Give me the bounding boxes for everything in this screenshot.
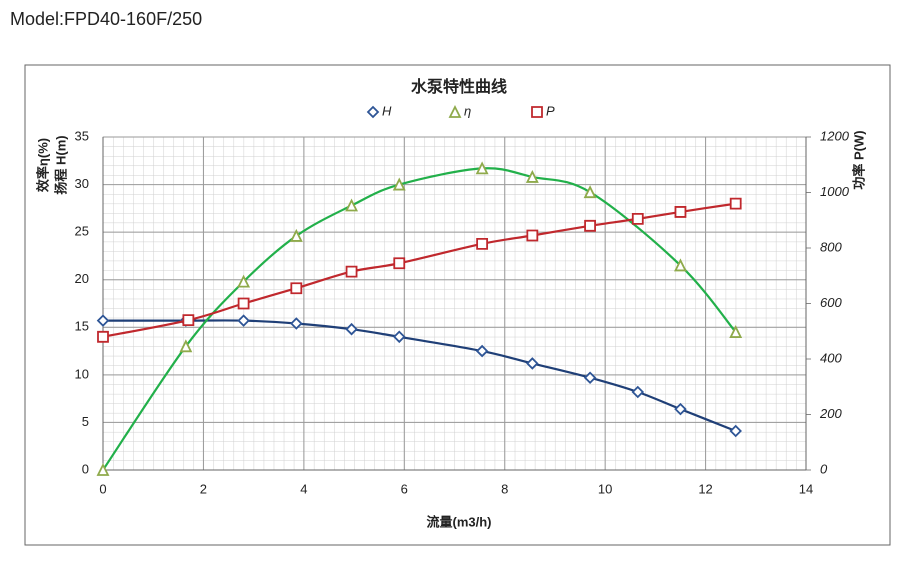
diamond-marker [674, 402, 687, 416]
diamond-marker [631, 385, 645, 399]
square-marker [729, 197, 742, 210]
y2-tick-label: 200 [819, 406, 842, 421]
x-tick-label: 10 [598, 481, 612, 496]
y2-tick-label: 400 [820, 350, 842, 365]
y-tick-label: 25 [75, 224, 89, 239]
diamond-marker [366, 105, 380, 119]
y-tick-label: 10 [75, 366, 89, 381]
square-marker [674, 206, 687, 218]
y-axis-label: 效率η(%) [35, 138, 50, 192]
square-marker [531, 106, 543, 118]
square-marker [631, 212, 644, 225]
y-tick-label: 35 [75, 128, 89, 143]
diamond-marker [526, 357, 539, 370]
diamond-marker [345, 322, 358, 336]
y-tick-label: 5 [82, 414, 89, 429]
x-tick-label: 4 [300, 481, 307, 496]
square-marker [584, 219, 596, 232]
y2-tick-label: 0 [820, 461, 828, 476]
diamond-marker [729, 424, 742, 438]
x-tick-label: 6 [401, 481, 408, 496]
y2-tick-label: 800 [820, 239, 842, 254]
triangle-marker [583, 185, 597, 199]
x-tick-label: 12 [698, 481, 712, 496]
minor-grid [102, 136, 807, 471]
triangle-marker [392, 177, 406, 191]
x-tick-label: 8 [501, 481, 508, 496]
legend-label: η [464, 103, 471, 118]
diamond-marker [237, 314, 250, 327]
x-tick-label: 0 [99, 481, 106, 496]
triangle-marker [674, 258, 687, 272]
y2-tick-label: 1200 [820, 128, 850, 143]
y-tick-label: 30 [75, 176, 89, 191]
square-marker [290, 282, 303, 295]
y-tick-label: 20 [75, 271, 89, 286]
legend-label: P [546, 103, 555, 118]
triangle-marker [475, 161, 489, 175]
triangle-marker [729, 325, 743, 338]
triangle-marker [448, 104, 462, 118]
diamond-marker [290, 317, 303, 330]
x-tick-label: 14 [799, 481, 813, 496]
diamond-marker [475, 344, 489, 358]
triangle-marker [237, 274, 251, 288]
square-marker [345, 265, 358, 278]
y-axis-label: 扬程 H(m) [53, 135, 68, 194]
square-marker [526, 229, 539, 242]
y2-axis-label: 功率 P(W) [851, 130, 866, 189]
y2-tick-label: 1000 [820, 184, 850, 199]
x-tick-label: 2 [200, 481, 207, 496]
diamond-marker [392, 330, 406, 344]
chart-title: 水泵特性曲线 [411, 77, 507, 96]
triangle-marker [179, 339, 193, 353]
square-marker [393, 257, 406, 270]
diamond-marker [96, 314, 110, 327]
triangle-marker [525, 169, 539, 183]
x-axis-label: 流量(m3/h) [426, 514, 491, 529]
triangle-marker [345, 198, 359, 212]
square-marker [476, 237, 489, 250]
triangle-marker [289, 228, 303, 242]
square-marker [182, 314, 195, 327]
triangle-marker [96, 462, 110, 476]
diamond-marker [583, 371, 597, 384]
square-marker [237, 297, 250, 310]
model-label: Model:FPD40-160F/250 [10, 9, 202, 29]
legend-label: H [382, 103, 392, 118]
y2-tick-label: 600 [820, 295, 842, 310]
square-marker [97, 330, 109, 343]
y-tick-label: 15 [75, 319, 89, 334]
y-tick-label: 0 [82, 461, 89, 476]
